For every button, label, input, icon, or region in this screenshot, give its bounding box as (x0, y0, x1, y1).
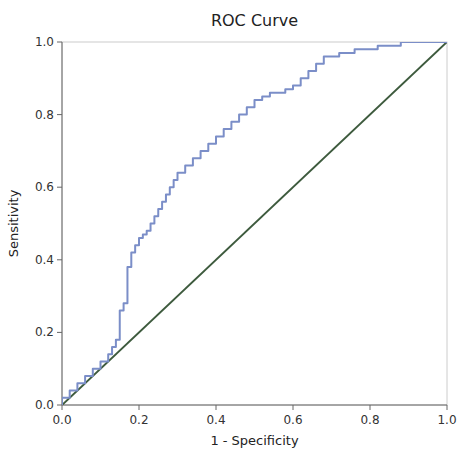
x-tick (447, 405, 448, 410)
x-tick (216, 405, 217, 410)
y-tick (57, 187, 62, 188)
x-tick-label: 0.8 (360, 413, 379, 427)
y-tick-label: 0.2 (35, 325, 54, 339)
axes: 0.0 0.2 0.4 0.6 0.8 1.0 0.0 0.2 0.4 0.6 0.8 1.0 (35, 35, 457, 427)
line (62, 42, 447, 405)
x-tick (62, 405, 63, 410)
x-axis-line (62, 405, 447, 406)
x-tick-label: 1.0 (437, 413, 456, 427)
plot-area (62, 42, 447, 405)
x-tick (370, 405, 371, 410)
y-tick-label: 0.6 (35, 180, 54, 194)
line (62, 42, 447, 405)
y-tick-label: 0.0 (35, 398, 54, 412)
x-tick-label: 0.0 (52, 413, 71, 427)
x-tick-label: 0.4 (206, 413, 225, 427)
y-axis-line (62, 42, 63, 405)
y-tick (57, 405, 62, 406)
y-tick-label: 1.0 (35, 35, 54, 49)
series-group (62, 42, 447, 405)
y-tick-label: 0.8 (35, 108, 54, 122)
x-tick-label: 0.6 (283, 413, 302, 427)
x-tick (139, 405, 140, 410)
chart: 0.0 0.2 0.4 0.6 0.8 1.0 0.0 0.2 0.4 0.6 0.8 1.0 ROC … (0, 0, 469, 459)
y-axis-label: Sensitivity (6, 189, 21, 257)
y-tick (57, 332, 62, 333)
x-tick (293, 405, 294, 410)
y-tick (57, 42, 62, 43)
x-axis-label: 1 - Specificity (210, 433, 299, 448)
x-tick-label: 0.2 (129, 413, 148, 427)
y-tick (57, 259, 62, 260)
y-tick (57, 114, 62, 115)
title: ROC Curve (211, 11, 298, 30)
y-tick-label: 0.4 (35, 253, 54, 267)
